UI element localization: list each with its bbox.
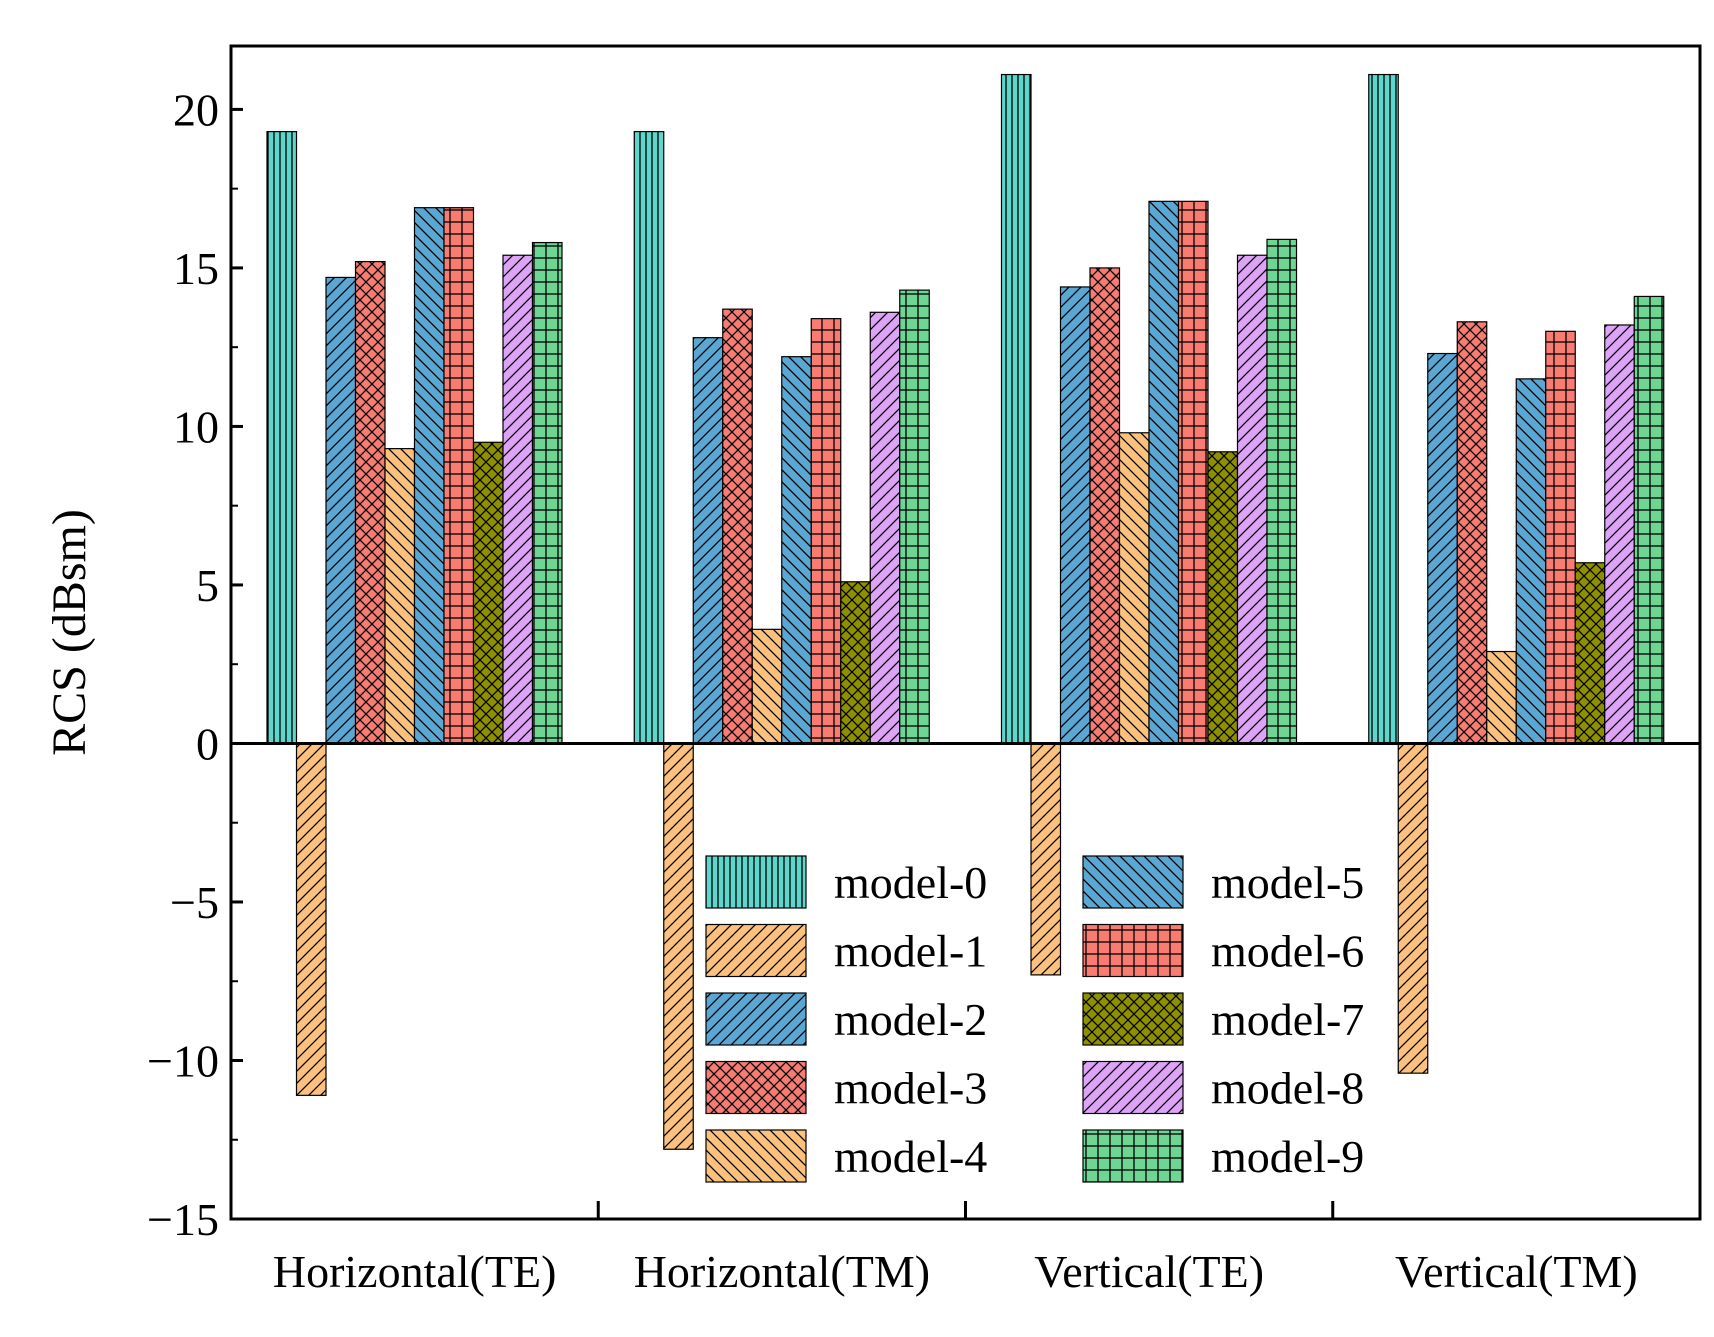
legend: model-0 model-1 model-2 model-3 model-4 model… — [705, 855, 1364, 1183]
bar-model-2-horizontaltm — [692, 337, 724, 745]
legend-swatch-model-1 — [705, 923, 807, 978]
bar-model-7-verticalte — [1207, 451, 1239, 745]
bar-model-1-horizontaltm — [663, 742, 694, 1150]
bar-model-7-verticaltm — [1574, 562, 1606, 745]
legend-swatch-model-2 — [705, 992, 807, 1046]
bar-model-4-horizontalte — [384, 448, 416, 745]
x-axis: Horizontal(TE) Horizontal(TM) Vertical(TE)… — [273, 1201, 1638, 1297]
bar-model-6-horizontalte — [443, 207, 475, 745]
bar-model-8-verticalte — [1236, 254, 1268, 745]
legend-label-model-8: model-8 — [1211, 1063, 1364, 1114]
bar-model-3-verticaltm — [1456, 321, 1488, 745]
bar-model-1-horizontalte — [295, 742, 327, 1096]
bar-model-9-horizontalte — [531, 241, 563, 745]
y-tick-label: 15 — [173, 243, 219, 294]
y-tick-label: −15 — [147, 1194, 219, 1245]
bar-model-9-horizontaltm — [899, 289, 930, 745]
y-tick-label: 0 — [196, 718, 219, 769]
legend-swatch-model-9 — [1082, 1129, 1184, 1183]
bar-model-3-verticalte — [1089, 267, 1121, 745]
y-tick-label: 20 — [173, 84, 219, 135]
legend-label-model-5: model-5 — [1211, 857, 1364, 908]
legend-label-model-2: model-2 — [834, 994, 987, 1045]
bar-model-5-horizontalte — [413, 207, 445, 745]
bar-model-3-horizontaltm — [722, 308, 753, 745]
legend-label-model-6: model-6 — [1211, 926, 1364, 977]
bar-model-4-verticalte — [1118, 432, 1150, 745]
bar-model-6-verticaltm — [1545, 330, 1576, 745]
legend-label-model-1: model-1 — [834, 926, 987, 977]
bar-model-1-verticalte — [1030, 742, 1062, 976]
legend-label-model-7: model-7 — [1211, 994, 1364, 1045]
bar-model-7-horizontalte — [472, 441, 504, 745]
legend-swatch-model-4 — [705, 1129, 807, 1183]
bar-model-8-horizontalte — [502, 254, 534, 745]
bar-model-9-verticaltm — [1633, 295, 1665, 745]
x-category-label: Vertical(TM) — [1395, 1246, 1638, 1297]
bar-model-2-verticaltm — [1427, 352, 1458, 745]
bar-model-7-horizontaltm — [840, 581, 871, 745]
bar-model-2-verticalte — [1059, 286, 1091, 745]
bar-model-8-horizontaltm — [869, 311, 901, 745]
x-category-label: Horizontal(TM) — [634, 1246, 930, 1297]
bar-model-3-horizontalte — [354, 260, 386, 745]
legend-swatch-model-8 — [1082, 1060, 1184, 1115]
bar-model-5-verticalte — [1148, 200, 1180, 745]
legend-label-model-4: model-4 — [834, 1131, 987, 1182]
y-tick-label: −10 — [147, 1035, 219, 1086]
bar-model-5-verticaltm — [1515, 378, 1547, 745]
bar-model-9-verticalte — [1266, 238, 1298, 745]
bar-model-4-horizontaltm — [751, 628, 783, 745]
bar-model-1-verticaltm — [1397, 742, 1429, 1074]
legend-swatch-model-6 — [1082, 923, 1184, 978]
x-category-label: Vertical(TE) — [1034, 1246, 1264, 1297]
y-tick-label: 5 — [196, 560, 219, 611]
bar-model-6-horizontaltm — [810, 318, 842, 745]
bar-model-0-horizontalte — [266, 130, 298, 745]
legend-swatch-model-3 — [705, 1060, 807, 1115]
bar-model-5-horizontaltm — [781, 356, 812, 745]
bar-model-0-verticalte — [1000, 73, 1032, 745]
bar-model-2-horizontalte — [325, 276, 357, 745]
y-axis: −15 −10 −5 0 5 10 15 20 — [147, 84, 243, 1245]
y-axis-title: RCS (dBsm) — [43, 509, 96, 756]
y-tick-label: 10 — [173, 401, 219, 452]
legend-swatch-model-0 — [705, 855, 807, 909]
bar-model-6-verticalte — [1177, 200, 1209, 745]
legend-label-model-3: model-3 — [834, 1063, 987, 1114]
x-category-label: Horizontal(TE) — [273, 1246, 557, 1297]
bar-model-0-horizontaltm — [633, 130, 665, 745]
bars-layer — [266, 73, 1665, 1150]
y-tick-label: −5 — [170, 877, 219, 928]
legend-label-model-9: model-9 — [1211, 1131, 1364, 1182]
bar-model-0-verticaltm — [1368, 73, 1399, 745]
legend-swatch-model-7 — [1082, 992, 1184, 1046]
legend-label-model-0: model-0 — [834, 857, 987, 908]
bar-model-4-verticaltm — [1486, 650, 1517, 745]
bar-model-8-verticaltm — [1604, 324, 1635, 745]
legend-swatch-model-5 — [1082, 855, 1184, 909]
